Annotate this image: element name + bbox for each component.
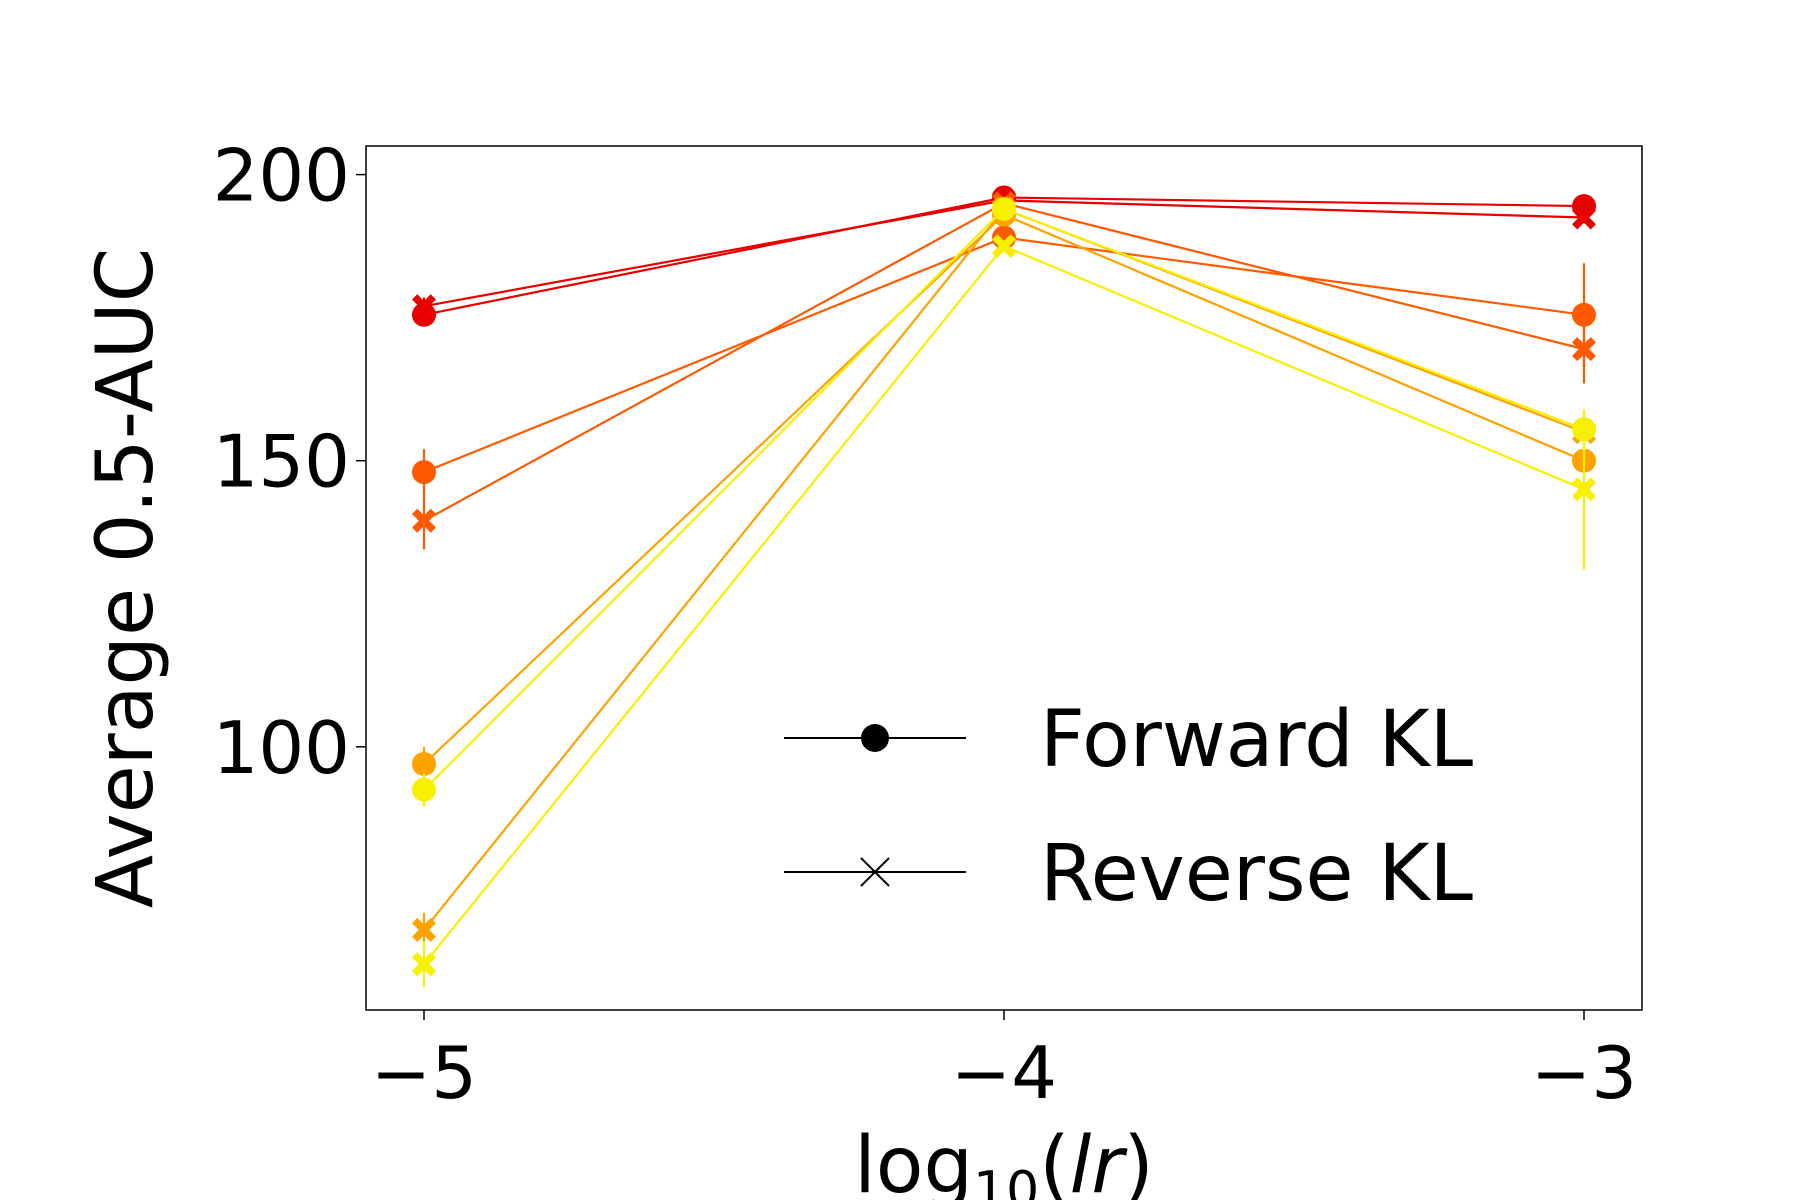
legend-label: Reverse KL xyxy=(1040,829,1473,919)
data-point xyxy=(412,460,436,485)
data-point xyxy=(412,751,436,776)
data-point xyxy=(412,294,436,319)
x-axis-ticks: −5 −4 −3 xyxy=(371,1010,1637,1115)
data-point xyxy=(992,196,1016,221)
data-point xyxy=(1572,337,1596,362)
legend-label: Forward KL xyxy=(1040,695,1474,785)
legend-entry: Forward KL xyxy=(784,695,1474,785)
data-point xyxy=(412,952,436,977)
x-tick-label: −4 xyxy=(951,1031,1057,1115)
series-8 xyxy=(412,234,1596,988)
data-point xyxy=(992,234,1016,259)
data-point xyxy=(1572,205,1596,230)
y-tick-label: 150 xyxy=(213,420,350,504)
y-tick-label: 200 xyxy=(213,134,350,218)
series-layer xyxy=(412,185,1596,988)
data-point xyxy=(412,508,436,533)
data-point xyxy=(412,917,436,942)
series-7 xyxy=(412,196,1596,807)
x-axis-label-close-paren: ) xyxy=(1123,1121,1153,1200)
x-axis-label-argument: lr xyxy=(1070,1121,1129,1200)
y-axis-label: Average 0.5-AUC xyxy=(81,248,171,909)
x-axis-label: log10(lr) xyxy=(854,1121,1154,1200)
x-axis-label-base: log xyxy=(854,1121,973,1200)
y-axis-ticks: 100 150 200 xyxy=(213,134,366,790)
x-axis-label-open-paren: ( xyxy=(1039,1121,1069,1200)
data-point xyxy=(1572,477,1596,502)
x-axis-label-subscript: 10 xyxy=(973,1161,1039,1200)
data-point xyxy=(412,777,436,802)
legend-entry: Reverse KL xyxy=(784,829,1473,919)
x-tick-label: −3 xyxy=(1531,1031,1637,1115)
x-tick-label: −5 xyxy=(371,1031,477,1115)
legend: Forward KL Reverse KL xyxy=(784,695,1474,919)
y-tick-label: 100 xyxy=(213,706,350,790)
legend-marker xyxy=(861,724,889,752)
legend-marker xyxy=(860,857,890,887)
